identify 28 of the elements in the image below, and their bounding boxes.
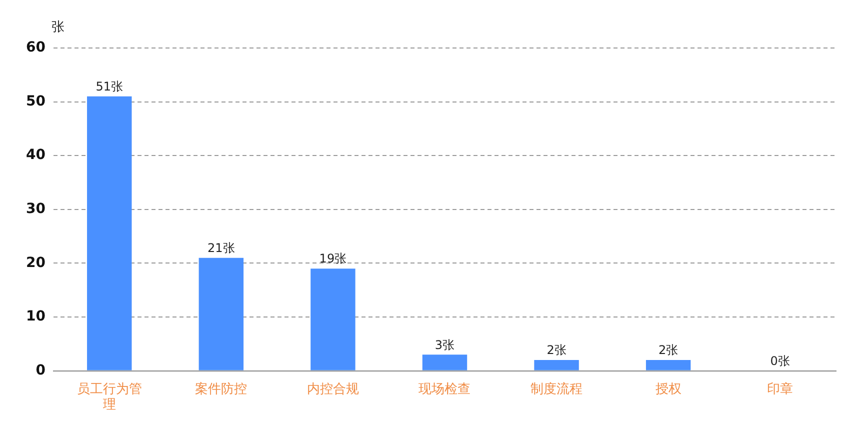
x-tick-label: 内控合规 [306, 382, 359, 397]
x-tick-label: 员工行为管理 [76, 382, 142, 413]
data-label: 2张 [546, 343, 566, 358]
x-tick-label: 现场检查 [418, 382, 471, 397]
bar [422, 354, 468, 370]
y-tick-label: 40 [26, 147, 46, 164]
bar [198, 258, 244, 370]
data-label: 2张 [658, 343, 678, 358]
data-label: 0张 [770, 354, 790, 368]
data-label: 3张 [434, 338, 455, 352]
y-tick-label: 10 [26, 308, 46, 325]
bar [310, 268, 356, 370]
x-tick-label: 制度流程 [530, 380, 583, 397]
x-tick-label: 授权 [655, 382, 682, 397]
y-tick-label: 60 [26, 40, 46, 56]
y-tick-label: 0 [36, 362, 46, 378]
data-label: 19张 [319, 252, 347, 266]
y-tick-label: 20 [26, 254, 46, 271]
bar [87, 96, 132, 370]
data-label: 21张 [208, 240, 235, 255]
y-tick-label: 50 [26, 93, 46, 110]
y-tick-label: 30 [26, 201, 46, 218]
data-label: 51张 [96, 80, 124, 94]
bar [534, 360, 579, 370]
x-tick-label: 案件防控 [195, 380, 248, 397]
bar [646, 360, 691, 370]
x-tick-label: 印章 [767, 382, 794, 397]
y-axis-title: 张 [51, 20, 64, 35]
